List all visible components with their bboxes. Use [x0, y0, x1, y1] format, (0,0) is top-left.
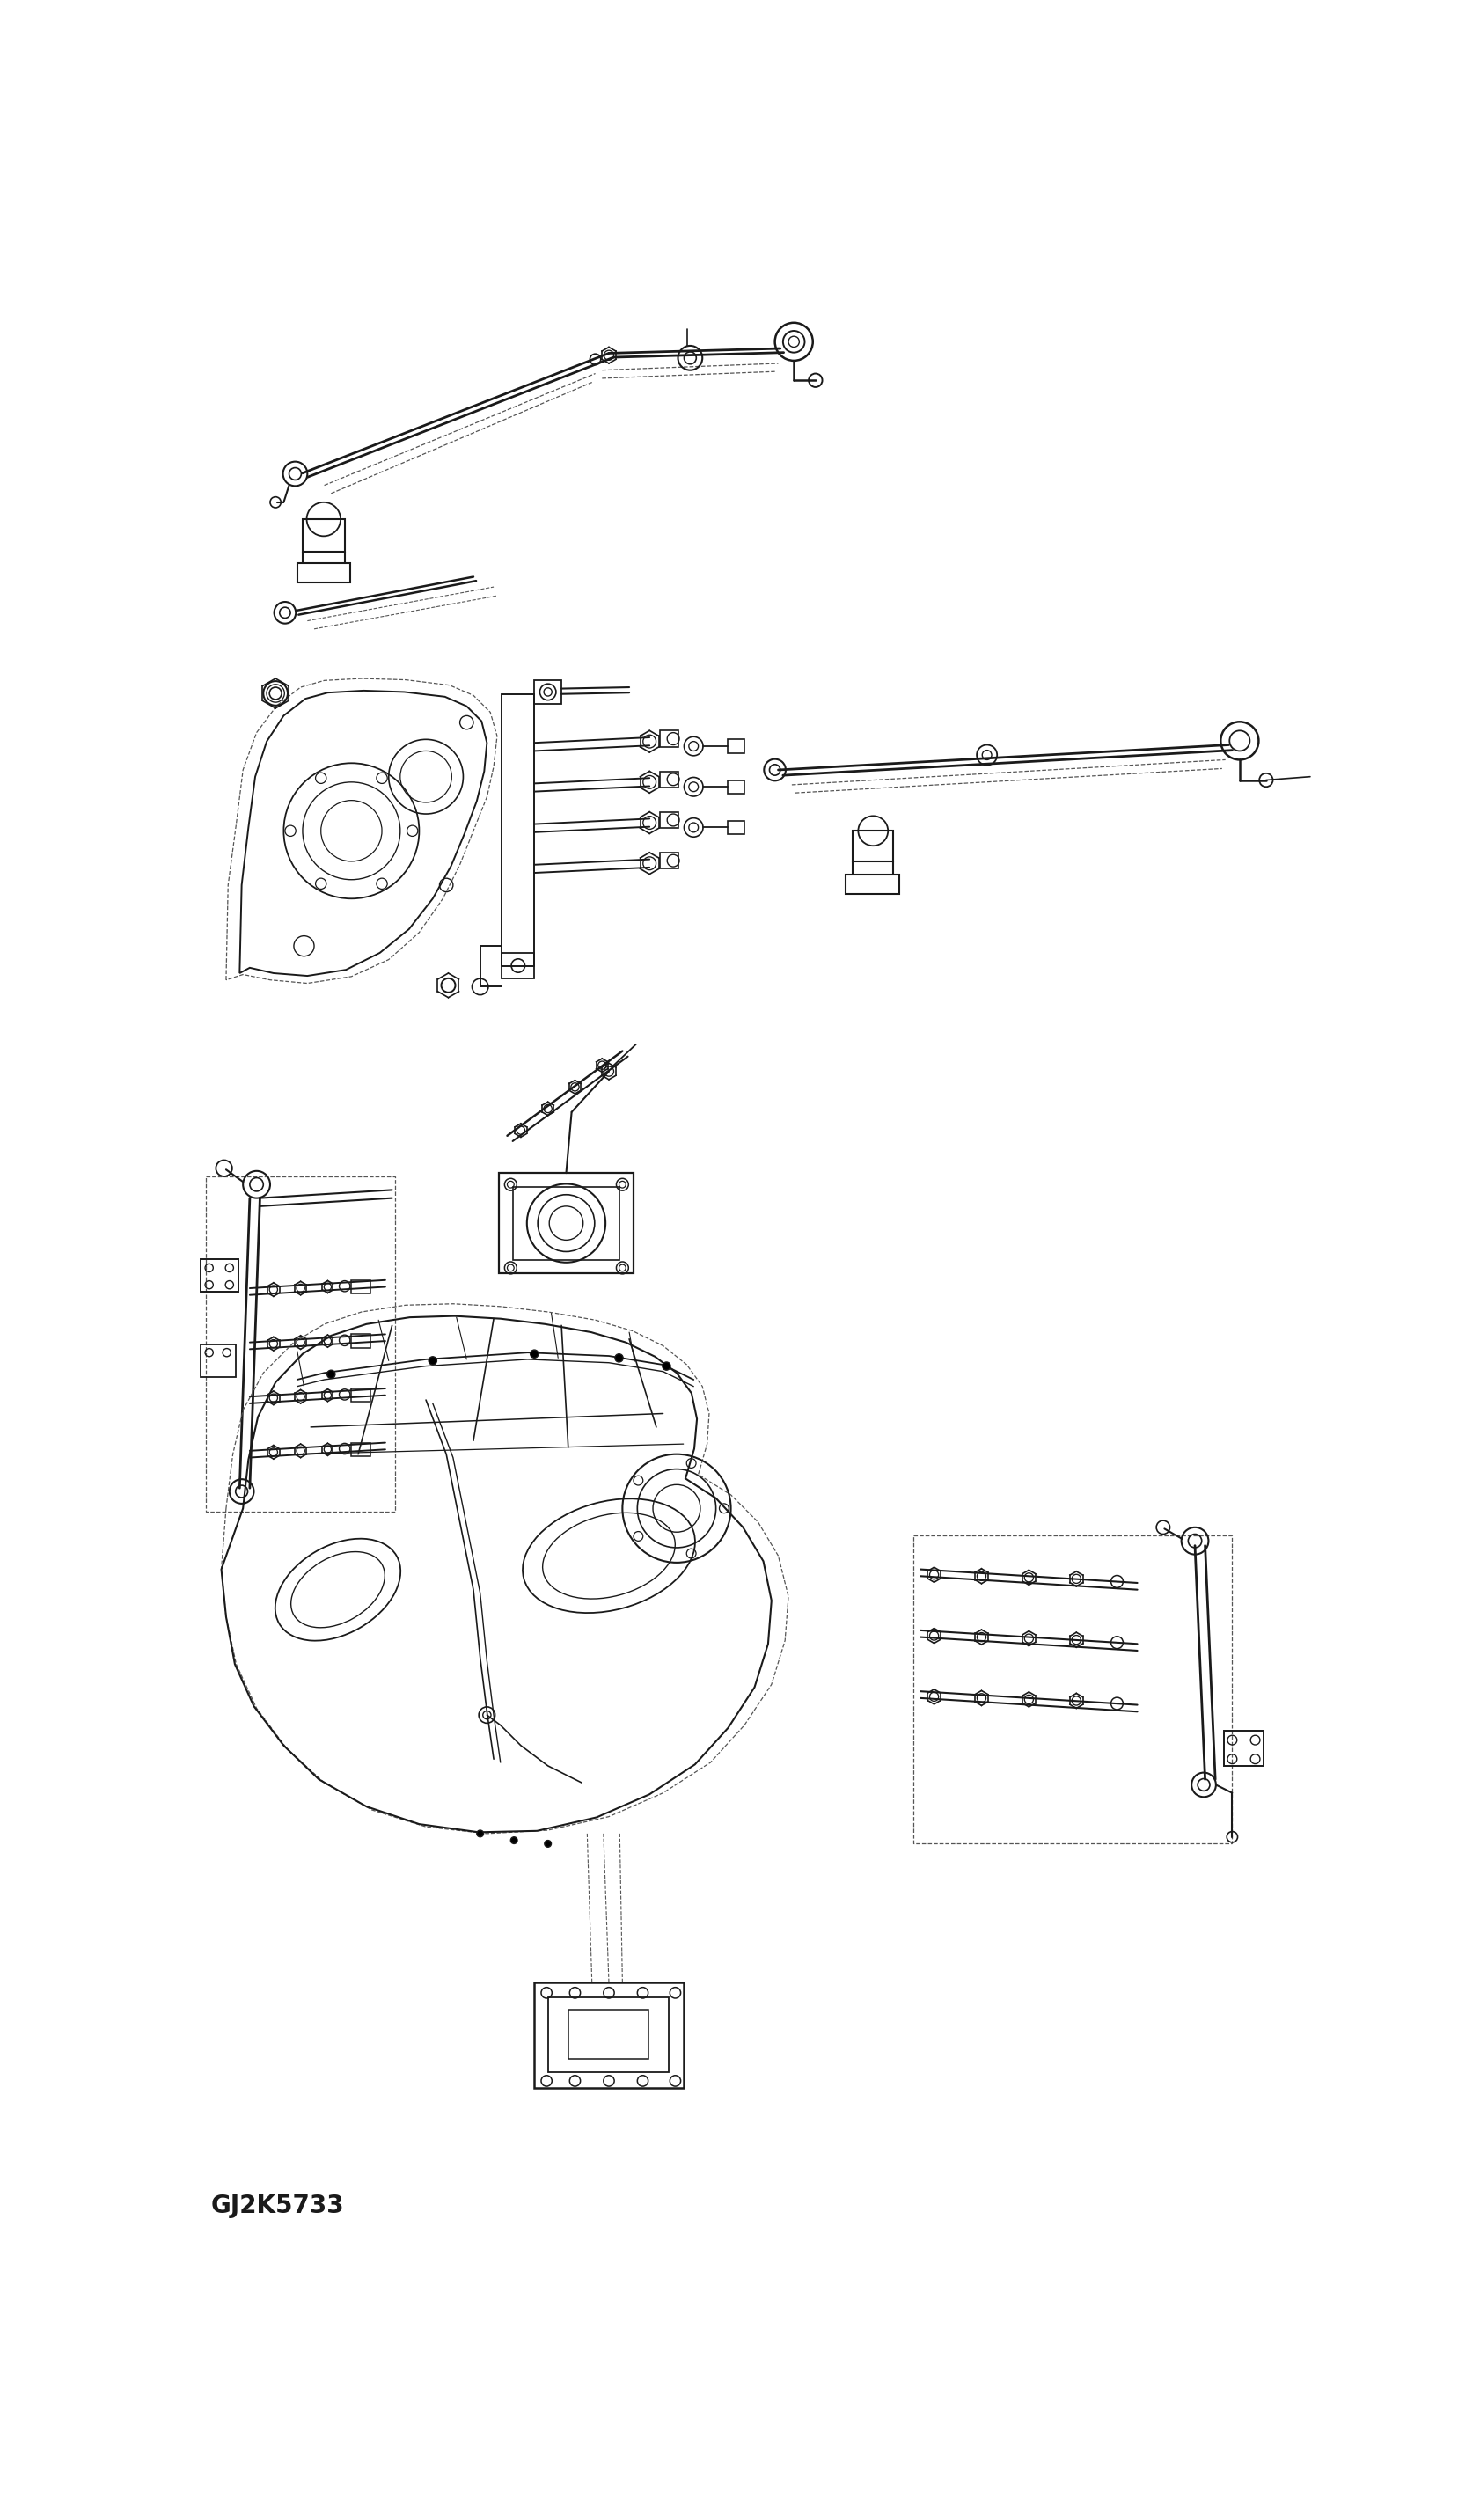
Bar	[659, 731, 678, 746]
Circle shape	[662, 1361, 670, 1371]
Bar	[201, 1260, 238, 1293]
Bar	[568, 2011, 648, 2059]
Bar	[351, 1441, 370, 1457]
Circle shape	[428, 1356, 437, 1366]
Bar	[534, 680, 561, 703]
Bar	[727, 738, 744, 753]
Circle shape	[327, 1371, 334, 1378]
Bar	[852, 832, 892, 862]
Circle shape	[545, 1840, 551, 1847]
Circle shape	[511, 1837, 517, 1845]
Bar	[659, 771, 678, 786]
Circle shape	[530, 1351, 539, 1358]
Bar	[297, 564, 349, 582]
Bar	[512, 1187, 619, 1260]
Bar	[351, 1280, 370, 1293]
Bar	[201, 1343, 237, 1376]
Bar	[548, 1998, 667, 2071]
Bar	[302, 519, 345, 552]
Bar	[351, 1333, 370, 1348]
Bar	[659, 811, 678, 829]
Circle shape	[477, 1830, 484, 1837]
Text: GJ2K5733: GJ2K5733	[210, 2192, 343, 2218]
Bar	[727, 781, 744, 794]
Bar	[727, 822, 744, 834]
Bar	[659, 852, 678, 869]
Bar	[502, 953, 534, 978]
Bar	[499, 1172, 633, 1273]
Bar	[845, 874, 898, 895]
Bar	[1224, 1731, 1262, 1767]
Bar	[351, 1389, 370, 1401]
Circle shape	[614, 1353, 623, 1361]
Bar	[534, 1983, 682, 2087]
